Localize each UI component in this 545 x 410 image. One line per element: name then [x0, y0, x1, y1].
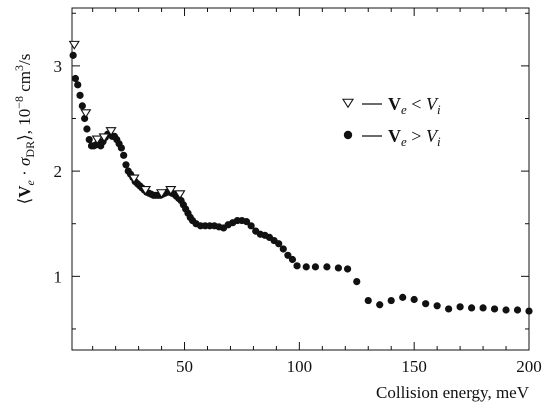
data-point-circle: [275, 240, 283, 248]
data-point-circle: [410, 295, 418, 304]
plot-frame: [71, 7, 530, 351]
data-point-circle: [513, 306, 522, 314]
axis-ticks: 50 100 150 200 1 2 3: [54, 8, 542, 376]
data-point-circle: [334, 264, 342, 272]
data-point-circle: [376, 301, 384, 309]
data-point-circle: [76, 91, 84, 99]
y-axis-title: ⟨Ve · σDR⟩, 10−8 cm3/s: [12, 54, 37, 205]
data-point-circle: [502, 306, 510, 314]
data-point-circle: [456, 303, 464, 311]
data-point-circle: [293, 262, 301, 270]
data-point-circle: [71, 74, 80, 83]
data-point-circle: [343, 265, 352, 273]
data-point-circle: [242, 218, 251, 226]
data-point-triangle: [174, 190, 186, 200]
data-point-circle: [353, 278, 361, 286]
data-point-triangle: [128, 174, 140, 184]
data-point-circle: [247, 222, 255, 230]
data-point-circle: [399, 293, 407, 301]
data-point-triangle: [98, 133, 110, 143]
data-point-circle: [445, 305, 453, 313]
data-point-circle: [323, 263, 331, 271]
legend-label: Ve < Vi: [388, 94, 441, 117]
data-point-circle: [284, 251, 292, 259]
data-point-circle: [78, 102, 86, 110]
data-point-circle: [83, 125, 91, 133]
legend-label: Ve > Vi: [388, 126, 441, 149]
data-point-circle: [302, 263, 310, 271]
data-point-circle: [422, 300, 430, 308]
data-point-circle: [490, 305, 499, 313]
data-point-triangle: [139, 186, 152, 195]
data-point-circle: [122, 161, 130, 169]
data-point-circle: [74, 81, 82, 89]
data-point-triangle: [165, 186, 177, 195]
data-point-triangle: [105, 127, 117, 137]
data-point-circle: [364, 296, 372, 305]
x-tick-label: 50: [176, 357, 193, 376]
x-tick-label: 200: [516, 357, 542, 376]
y-tick-label: 2: [54, 162, 63, 181]
x-tick-label: 150: [401, 357, 427, 376]
legend-triangle-marker: [342, 98, 354, 109]
x-axis-title: Collision energy, meV: [376, 383, 530, 402]
data-point-circle: [467, 304, 476, 312]
data-point-circle: [69, 51, 77, 59]
data-point-triangle: [91, 135, 103, 145]
data-point-circle: [479, 304, 487, 312]
x-tick-label: 100: [287, 357, 313, 376]
data-point-circle: [85, 135, 93, 144]
data-point-circle: [120, 151, 128, 159]
data-point-circle: [311, 263, 320, 271]
y-tick-label: 3: [54, 57, 63, 76]
data-point-triangle: [80, 109, 92, 119]
data-point-circle: [117, 144, 125, 152]
y-tick-label: 1: [54, 267, 63, 286]
data-point-circle: [433, 302, 441, 310]
legend: Ve < Vi Ve > Vi: [342, 94, 441, 149]
data-point-triangle: [155, 189, 168, 199]
data-point-circle: [387, 296, 395, 305]
data-point-circle: [288, 255, 297, 264]
data-marks: [68, 40, 533, 315]
data-point-circle: [525, 307, 533, 315]
data-point-triangle: [68, 40, 80, 50]
legend-circle-marker: [343, 130, 353, 140]
data-point-circle: [279, 245, 287, 253]
